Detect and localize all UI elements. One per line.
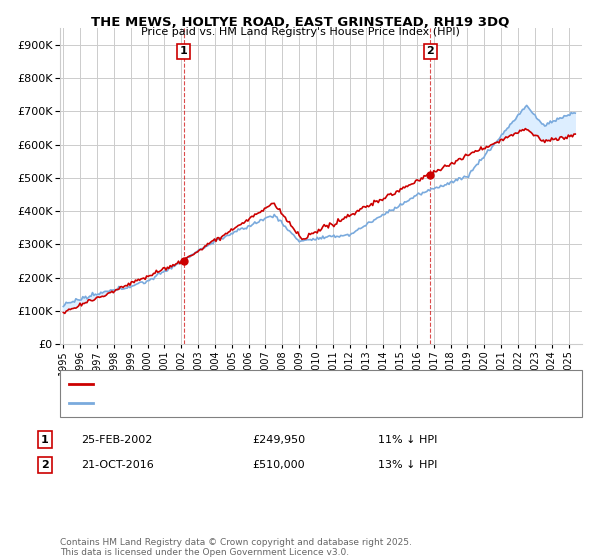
Text: THE MEWS, HOLTYE ROAD, EAST GRINSTEAD, RH19 3DQ: THE MEWS, HOLTYE ROAD, EAST GRINSTEAD, R… [91,16,509,29]
Text: 21-OCT-2016: 21-OCT-2016 [81,460,154,470]
Text: 2: 2 [41,460,49,470]
Text: £249,950: £249,950 [252,435,305,445]
Text: 1: 1 [41,435,49,445]
Text: Price paid vs. HM Land Registry's House Price Index (HPI): Price paid vs. HM Land Registry's House … [140,27,460,37]
Text: 13% ↓ HPI: 13% ↓ HPI [378,460,437,470]
Text: THE MEWS, HOLTYE ROAD, EAST GRINSTEAD, RH19 3DQ (detached house): THE MEWS, HOLTYE ROAD, EAST GRINSTEAD, R… [99,379,464,389]
Text: HPI: Average price, detached house, Mid Sussex: HPI: Average price, detached house, Mid … [99,398,335,408]
Text: £510,000: £510,000 [252,460,305,470]
Text: 25-FEB-2002: 25-FEB-2002 [81,435,152,445]
Text: 2: 2 [427,46,434,57]
Text: 1: 1 [180,46,188,57]
Text: Contains HM Land Registry data © Crown copyright and database right 2025.
This d: Contains HM Land Registry data © Crown c… [60,538,412,557]
Text: 11% ↓ HPI: 11% ↓ HPI [378,435,437,445]
